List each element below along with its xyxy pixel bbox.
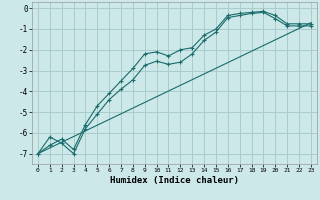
X-axis label: Humidex (Indice chaleur): Humidex (Indice chaleur) (110, 176, 239, 185)
